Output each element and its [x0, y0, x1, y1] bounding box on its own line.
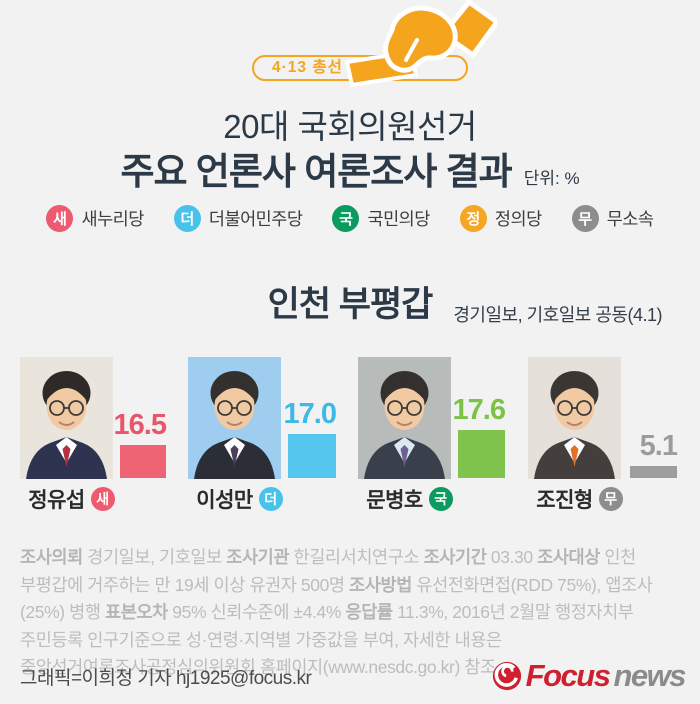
- focus-news-logo: Focus news: [492, 658, 686, 694]
- methodology-key: 표본오차: [105, 602, 173, 622]
- methodology-text: 11.3%, 2016년 2월말 행정자치부 주민등록 인구기준으로 성·연령·…: [20, 602, 634, 677]
- poll-bar: [288, 434, 336, 478]
- methodology-text: 한길리서치연구소: [293, 547, 424, 567]
- methodology-key: 조사방법: [349, 574, 417, 595]
- candidate-name: 정유섭: [28, 489, 85, 512]
- methodology-key: 조사기관: [226, 547, 294, 567]
- methodology-key: 조사대상: [537, 547, 605, 567]
- main-title-line2: 주요 언론사 여론조사 결과: [120, 151, 512, 192]
- party-badge: 무: [598, 487, 623, 511]
- candidate-name: 문병호: [366, 489, 423, 512]
- candidate-name-row: 이성만 더: [163, 486, 316, 512]
- logo-text-news: news: [613, 658, 686, 693]
- legend-label: 무소속: [606, 209, 654, 229]
- candidate-photo: [188, 357, 281, 479]
- methodology-note: 조사의뢰 경기일보, 기호일보 조사기관 한길리서치연구소 조사기간 03.30…: [20, 544, 684, 682]
- candidate-name-row: 정유섭 새: [0, 486, 148, 512]
- party-badge: 국: [332, 205, 360, 232]
- legend-item-국: 국 국민의당: [332, 205, 430, 232]
- legend-label: 정의당: [494, 209, 542, 229]
- region-title: 인천 부평갑: [267, 285, 434, 324]
- methodology-text: 유선전화면접(RDD 75%), 앱조사(25%) 병행: [20, 574, 653, 623]
- legend-item-새: 새 새누리당: [46, 205, 144, 232]
- methodology-text: 인천 부평갑에 거주하는 만 19세 이상 유권자 500명: [20, 547, 636, 595]
- unit-label: 단위: %: [523, 169, 580, 188]
- party-badge: 정: [459, 205, 487, 232]
- logo-text-focus: Focus: [525, 658, 611, 693]
- methodology-text: 경기일보, 기호일보: [87, 547, 227, 567]
- credit-line: 그래픽=이희정 기자 hj1925@focus.kr: [20, 668, 312, 689]
- methodology-key: 응답률: [345, 602, 398, 622]
- main-title-line1: 20대 국회의원선거: [223, 108, 477, 145]
- methodology-text: 95% 신뢰수준에 ±4.4%: [172, 602, 346, 622]
- party-badge: 더: [173, 205, 201, 232]
- candidate-photo: [358, 357, 451, 479]
- candidate-photo: [528, 357, 621, 479]
- ballot-hand-icon: [344, 0, 501, 97]
- candidate-photo: [20, 357, 113, 479]
- poll-bar: [458, 430, 505, 478]
- poll-value: 5.1: [639, 430, 678, 462]
- party-badge: 국: [428, 487, 453, 511]
- party-badge: 무: [571, 205, 599, 232]
- poll-value: 17.6: [452, 394, 506, 426]
- methodology-key: 조사의뢰: [20, 547, 88, 567]
- party-legend: 새 새누리당 더 더불어민주당 국 국민의당 정 정의당 무 무소속: [0, 205, 700, 232]
- legend-item-무: 무 무소속: [571, 205, 654, 232]
- candidate-name-row: 조진형 무: [503, 486, 656, 512]
- methodology-text: 03.30: [490, 547, 538, 567]
- poll-value: 17.0: [283, 398, 337, 430]
- candidate-name: 조진형: [536, 489, 593, 512]
- party-badge: 더: [258, 487, 283, 511]
- legend-item-더: 더 더불어민주당: [173, 205, 303, 232]
- main-title-row: 주요 언론사 여론조사 결과 단위: %: [0, 141, 700, 195]
- source-label: 경기일보, 기호일보 공동(4.1): [453, 305, 662, 325]
- poll-bar: [630, 466, 677, 478]
- legend-item-정: 정 정의당: [459, 205, 542, 232]
- legend-label: 새누리당: [81, 209, 144, 229]
- focus-news-mark-icon: [492, 661, 522, 691]
- legend-label: 더불어민주당: [208, 209, 303, 229]
- party-badge: 새: [90, 487, 115, 511]
- poll-bar: [120, 445, 166, 478]
- methodology-key: 조사기간: [423, 547, 491, 567]
- candidate-name-row: 문병호 국: [333, 486, 486, 512]
- poll-value: 16.5: [113, 409, 167, 441]
- candidate-name: 이성만: [196, 489, 253, 512]
- election-badge-label: 4·13 총선: [272, 59, 343, 76]
- legend-label: 국민의당: [367, 209, 430, 229]
- party-badge: 새: [46, 205, 74, 232]
